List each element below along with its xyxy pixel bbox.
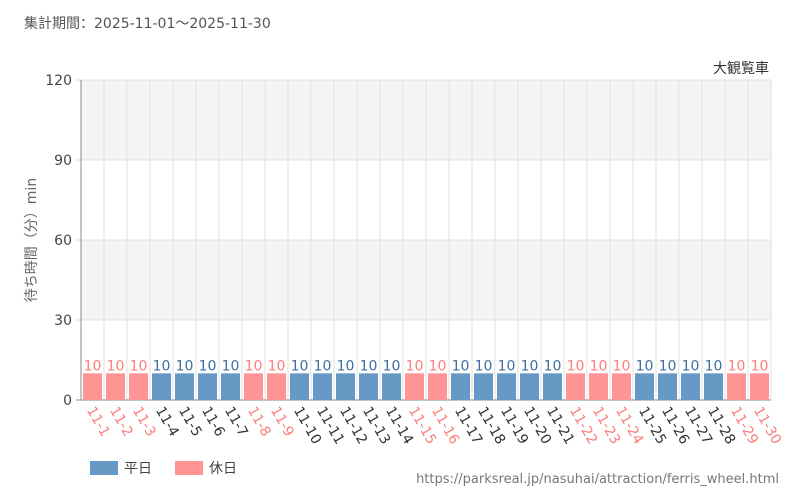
y-tick-label: 90	[54, 153, 72, 169]
x-tick-label: 11-8	[244, 404, 274, 440]
x-tick-label: 11-1	[83, 404, 113, 440]
bar	[290, 373, 309, 400]
bar	[405, 373, 424, 400]
legend-swatch-weekday	[90, 461, 118, 475]
bar	[612, 373, 631, 400]
y-tick-label: 120	[45, 73, 72, 89]
data-label: 10	[613, 358, 631, 374]
bar	[520, 373, 539, 400]
data-label: 10	[268, 358, 286, 374]
y-tick-label: 30	[54, 313, 72, 329]
legend-item-holiday: 休日	[175, 458, 237, 478]
bar	[658, 373, 677, 400]
bar	[313, 373, 332, 400]
data-label: 10	[107, 358, 125, 374]
data-label: 10	[659, 358, 677, 374]
data-label: 10	[452, 358, 470, 374]
x-tick-label: 11-5	[175, 404, 205, 440]
bar	[704, 373, 723, 400]
x-tick-label: 11-6	[198, 404, 228, 440]
bar	[175, 373, 194, 400]
bar	[750, 373, 769, 400]
bar	[83, 373, 102, 400]
data-label: 10	[498, 358, 516, 374]
source-url: https://parksreal.jp/nasuhai/attraction/…	[416, 472, 779, 487]
legend-label-holiday: 休日	[209, 461, 237, 477]
bar	[566, 373, 585, 400]
period-label: 集計期間：2025-11-01～2025-11-30	[24, 16, 271, 32]
data-label: 10	[360, 358, 378, 374]
bar	[129, 373, 148, 400]
x-tick-label: 11-2	[106, 404, 136, 440]
bar	[106, 373, 125, 400]
bar	[451, 373, 470, 400]
data-label: 10	[337, 358, 355, 374]
data-label: 10	[521, 358, 539, 374]
x-tick-label: 11-9	[267, 404, 297, 440]
x-tick-label: 11-3	[129, 404, 159, 440]
bar	[497, 373, 516, 400]
y-tick-label: 0	[63, 393, 72, 409]
y-axis-title: 待ち時間（分）min	[24, 178, 40, 302]
bar	[244, 373, 263, 400]
data-label: 10	[705, 358, 723, 374]
legend-label-weekday: 平日	[124, 461, 152, 477]
bar	[152, 373, 171, 400]
data-label: 10	[314, 358, 332, 374]
bar	[267, 373, 286, 400]
bar	[474, 373, 493, 400]
data-label: 10	[84, 358, 102, 374]
bar	[221, 373, 240, 400]
data-label: 10	[567, 358, 585, 374]
data-label: 10	[291, 358, 309, 374]
bar	[359, 373, 378, 400]
bar	[635, 373, 654, 400]
data-label: 10	[544, 358, 562, 374]
bar	[198, 373, 217, 400]
data-label: 10	[245, 358, 263, 374]
bar	[336, 373, 355, 400]
y-tick-label: 60	[54, 233, 72, 249]
data-label: 10	[636, 358, 654, 374]
data-label: 10	[383, 358, 401, 374]
data-label: 10	[590, 358, 608, 374]
bar	[727, 373, 746, 400]
data-label: 10	[682, 358, 700, 374]
data-label: 10	[130, 358, 148, 374]
data-label: 10	[153, 358, 171, 374]
bar	[681, 373, 700, 400]
bar	[543, 373, 562, 400]
data-label: 10	[176, 358, 194, 374]
data-label: 10	[475, 358, 493, 374]
x-tick-label: 11-4	[152, 404, 182, 440]
data-label: 10	[728, 358, 746, 374]
data-label: 10	[199, 358, 217, 374]
bar	[382, 373, 401, 400]
x-tick-label: 11-7	[221, 404, 251, 440]
data-label: 10	[751, 358, 769, 374]
legend-item-weekday: 平日	[90, 458, 152, 478]
bar	[589, 373, 608, 400]
chart-title: 大観覧車	[713, 60, 769, 77]
bar	[428, 373, 447, 400]
data-label: 10	[429, 358, 447, 374]
data-label: 10	[222, 358, 240, 374]
data-label: 10	[406, 358, 424, 374]
legend-swatch-holiday	[175, 461, 203, 475]
